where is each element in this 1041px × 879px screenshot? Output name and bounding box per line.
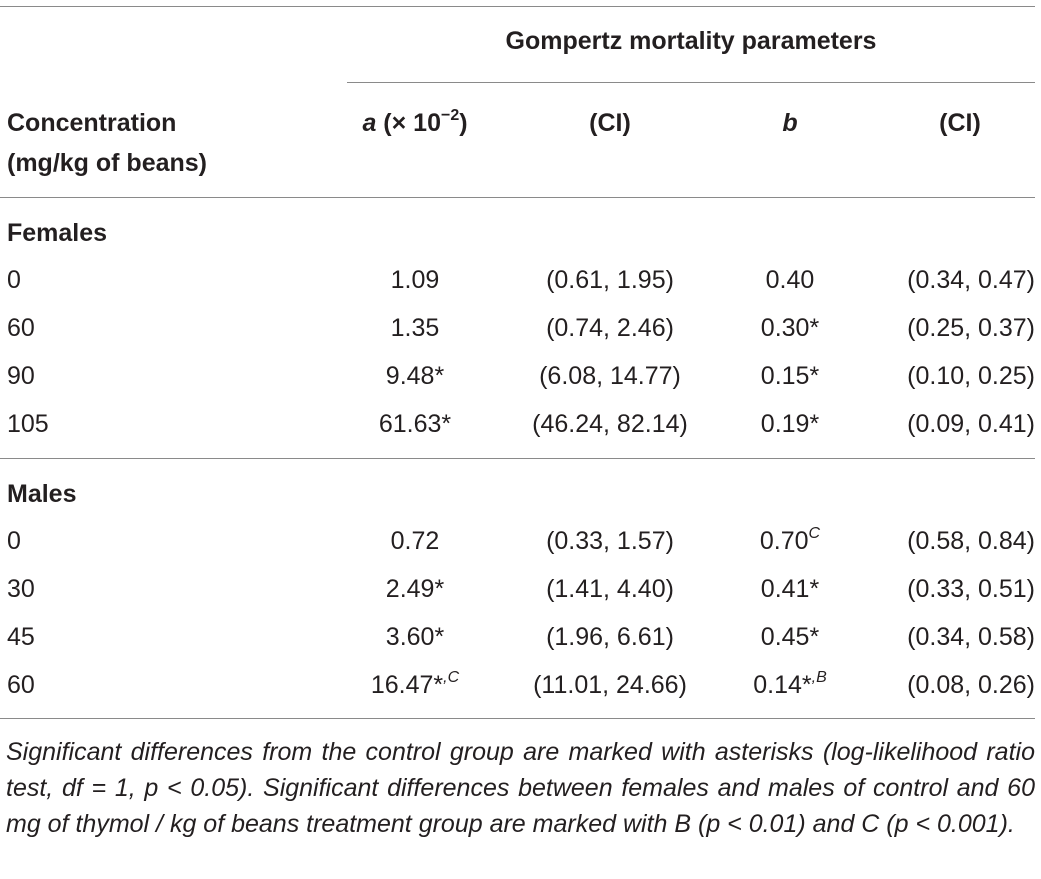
cell-a: 3.60* [385, 623, 445, 651]
cell-b: 0.30* [760, 314, 820, 342]
table-footnote: Significant differences from the control… [6, 738, 1035, 838]
cell-b: 0.45* [760, 623, 820, 651]
cell-ci-b: (0.58, 0.84) [907, 527, 1035, 555]
group-rule [347, 82, 1035, 83]
cell-a: 0.72 [390, 527, 440, 555]
cell-b: 0.41* [760, 575, 820, 603]
cell-ci-b: (0.33, 0.51) [907, 575, 1035, 603]
cell-a: 1.35 [390, 314, 440, 342]
cell-conc: 60 [7, 314, 35, 342]
cell-conc: 0 [7, 266, 21, 294]
section-rule [0, 458, 1035, 459]
cell-ci-b: (0.10, 0.25) [907, 362, 1035, 390]
cell-conc: 30 [7, 575, 35, 603]
cell-b: 0.19* [760, 410, 820, 438]
col-a-var: a [362, 109, 377, 137]
cell-ci-b: (0.34, 0.58) [907, 623, 1035, 651]
cell-conc: 105 [7, 410, 49, 438]
cell-a: 9.48* [385, 362, 445, 390]
cell-conc: 60 [7, 671, 35, 699]
top-rule [0, 6, 1035, 7]
cell-ci-b: (0.08, 0.26) [907, 671, 1035, 699]
cell-a: 1.09 [390, 266, 440, 294]
cell-ci-a: (11.01, 24.66) [533, 671, 687, 699]
cell-conc: 0 [7, 527, 21, 555]
col-concentration-line2: (mg/kg of beans) [7, 149, 208, 177]
cell-ci-a: (46.24, 82.14) [532, 410, 688, 438]
cell-conc: 45 [7, 623, 35, 651]
col-ci2-header: (CI) [939, 109, 981, 137]
group-header: Gompertz mortality parameters [505, 27, 877, 55]
cell-b: 0.70C [759, 524, 821, 555]
section-title-males: Males [7, 480, 77, 508]
cell-b: 0.14*,B [753, 668, 827, 699]
cell-a: 16.47*,C [370, 668, 460, 699]
cell-ci-a: (0.33, 1.57) [546, 527, 674, 555]
cell-ci-a: (0.61, 1.95) [546, 266, 674, 294]
col-concentration-line1: Concentration [7, 109, 177, 137]
cell-a: 61.63* [378, 410, 452, 438]
cell-ci-b: (0.25, 0.37) [907, 314, 1035, 342]
cell-ci-b: (0.34, 0.47) [907, 266, 1035, 294]
col-a-exp: −2 [440, 106, 460, 124]
col-ci1-header: (CI) [589, 109, 631, 137]
cell-b: 0.15* [760, 362, 820, 390]
col-a-header: a (× 10−2) [340, 106, 490, 138]
header-rule [0, 197, 1035, 198]
col-a-rest: (× 10 [376, 109, 441, 137]
cell-b: 0.40 [765, 266, 815, 294]
section-title-females: Females [7, 219, 108, 247]
col-b-header: b [782, 109, 798, 137]
cell-a: 2.49* [385, 575, 445, 603]
cell-ci-a: (1.41, 4.40) [546, 575, 674, 603]
cell-ci-a: (1.96, 6.61) [546, 623, 674, 651]
cell-ci-b: (0.09, 0.41) [907, 410, 1035, 438]
cell-ci-a: (6.08, 14.77) [539, 362, 681, 390]
bottom-rule [0, 718, 1035, 719]
cell-ci-a: (0.74, 2.46) [546, 314, 674, 342]
col-a-close: ) [459, 109, 468, 137]
cell-conc: 90 [7, 362, 35, 390]
